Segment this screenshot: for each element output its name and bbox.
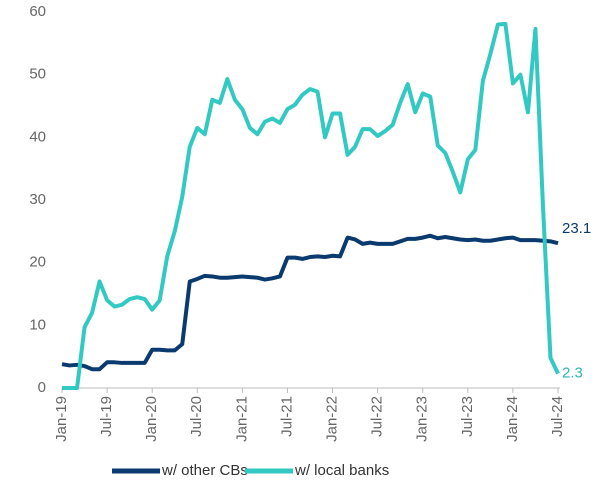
series-line (62, 21, 560, 390)
y-tick-label: 40 (29, 128, 46, 145)
y-tick-label: 30 (29, 191, 46, 208)
legend-label: w/ local banks (294, 462, 389, 479)
x-tick-label: Jul-19 (98, 396, 115, 437)
x-tick-label: Jan-20 (143, 396, 160, 442)
x-tick-label: Jul-24 (549, 396, 566, 437)
x-tick-label: Jan-23 (414, 396, 431, 442)
y-tick-label: 0 (38, 379, 46, 396)
x-tick-label: Jul-20 (188, 396, 205, 437)
x-tick-label: Jan-19 (53, 396, 70, 442)
end-label: 2.3 (562, 365, 583, 382)
y-tick-label: 10 (29, 316, 46, 333)
end-label: 23.1 (562, 220, 591, 237)
x-tick-label: Jan-22 (324, 396, 341, 442)
y-tick-label: 60 (29, 3, 46, 20)
x-tick-label: Jan-21 (233, 396, 250, 442)
x-tick-label: Jul-22 (369, 396, 386, 437)
legend-label: w/ other CBs (161, 462, 248, 479)
x-tick-label: Jul-21 (278, 396, 295, 437)
y-tick-label: 20 (29, 254, 46, 271)
x-tick-label: Jul-23 (459, 396, 476, 437)
series-line (61, 233, 559, 372)
x-tick-label: Jan-24 (504, 396, 521, 442)
y-tick-label: 50 (29, 66, 46, 83)
